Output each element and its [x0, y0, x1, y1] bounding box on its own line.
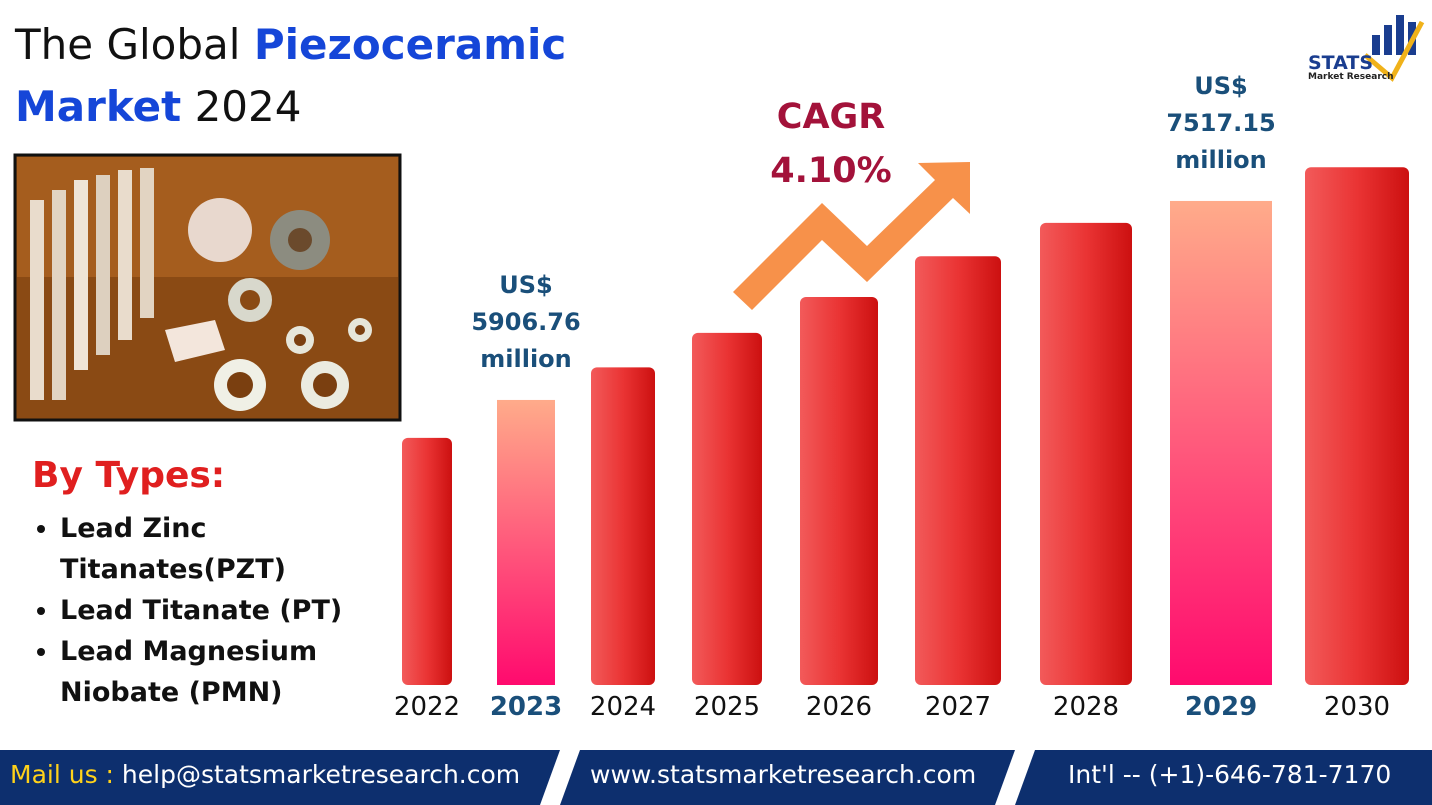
type-item: Lead Zinc Titanates(PZT) — [60, 508, 362, 590]
title-part: The Global — [15, 20, 241, 69]
bar — [915, 256, 1001, 685]
title-part: 2024 — [194, 82, 302, 131]
bar — [591, 367, 655, 685]
bar — [497, 399, 555, 685]
logo-tagline: Market Research — [1308, 72, 1394, 82]
bar — [800, 296, 878, 685]
bar — [1305, 167, 1409, 685]
growth-arrow — [733, 162, 970, 310]
product-photo — [13, 153, 402, 422]
type-item: Lead Magnesium Niobate (PMN) — [60, 631, 362, 713]
types-list: Lead Zinc Titanates(PZT) Lead Titanate (… — [32, 508, 362, 713]
x-tick-label: 2029 — [1184, 692, 1258, 722]
types-heading: By Types: — [32, 455, 226, 496]
cagr: CAGR 4.10% — [731, 90, 931, 198]
bar — [692, 332, 762, 685]
email[interactable]: help@statsmarketresearch.com — [121, 760, 521, 789]
type-item: Lead Titanate (PT) — [60, 590, 362, 631]
mail-label: Mail us : — [10, 760, 114, 789]
types-panel: By Types: Lead Zinc Titanates(PZT) Lead … — [32, 455, 362, 713]
title-part: Market — [15, 82, 182, 131]
logo-name: STATS — [1308, 52, 1374, 74]
logo-icon — [1363, 15, 1425, 82]
bar — [402, 437, 452, 685]
phone: Int'l -- (+1)-646-781-7170 — [1068, 760, 1392, 789]
value-label: US$ 7517.15 million — [1166, 71, 1276, 174]
x-tick-label: 2022 — [393, 692, 461, 722]
x-tick-label: 2028 — [1052, 692, 1120, 722]
cagr-value: 4.10% — [770, 151, 892, 191]
footer-band — [0, 750, 1432, 805]
x-tick-label: 2026 — [805, 692, 873, 722]
value-label: US$ 5906.76 million — [471, 270, 581, 373]
title-part: Piezoceramic — [253, 20, 567, 69]
x-tick-label: 2025 — [693, 692, 761, 722]
x-tick-label: 2027 — [924, 692, 992, 722]
x-tick-label: 2030 — [1323, 692, 1391, 722]
cagr-label: CAGR — [776, 97, 886, 137]
bar — [1040, 222, 1132, 686]
title: The Global Piezoceramic Market 2024 — [15, 14, 566, 138]
x-tick-label: 2024 — [589, 692, 657, 722]
x-tick-label: 2023 — [489, 692, 563, 722]
footer-mail: Mail us : help@statsmarketresearch.com — [10, 760, 520, 789]
website[interactable]: www.statsmarketresearch.com — [590, 760, 977, 789]
bar — [1170, 200, 1272, 685]
